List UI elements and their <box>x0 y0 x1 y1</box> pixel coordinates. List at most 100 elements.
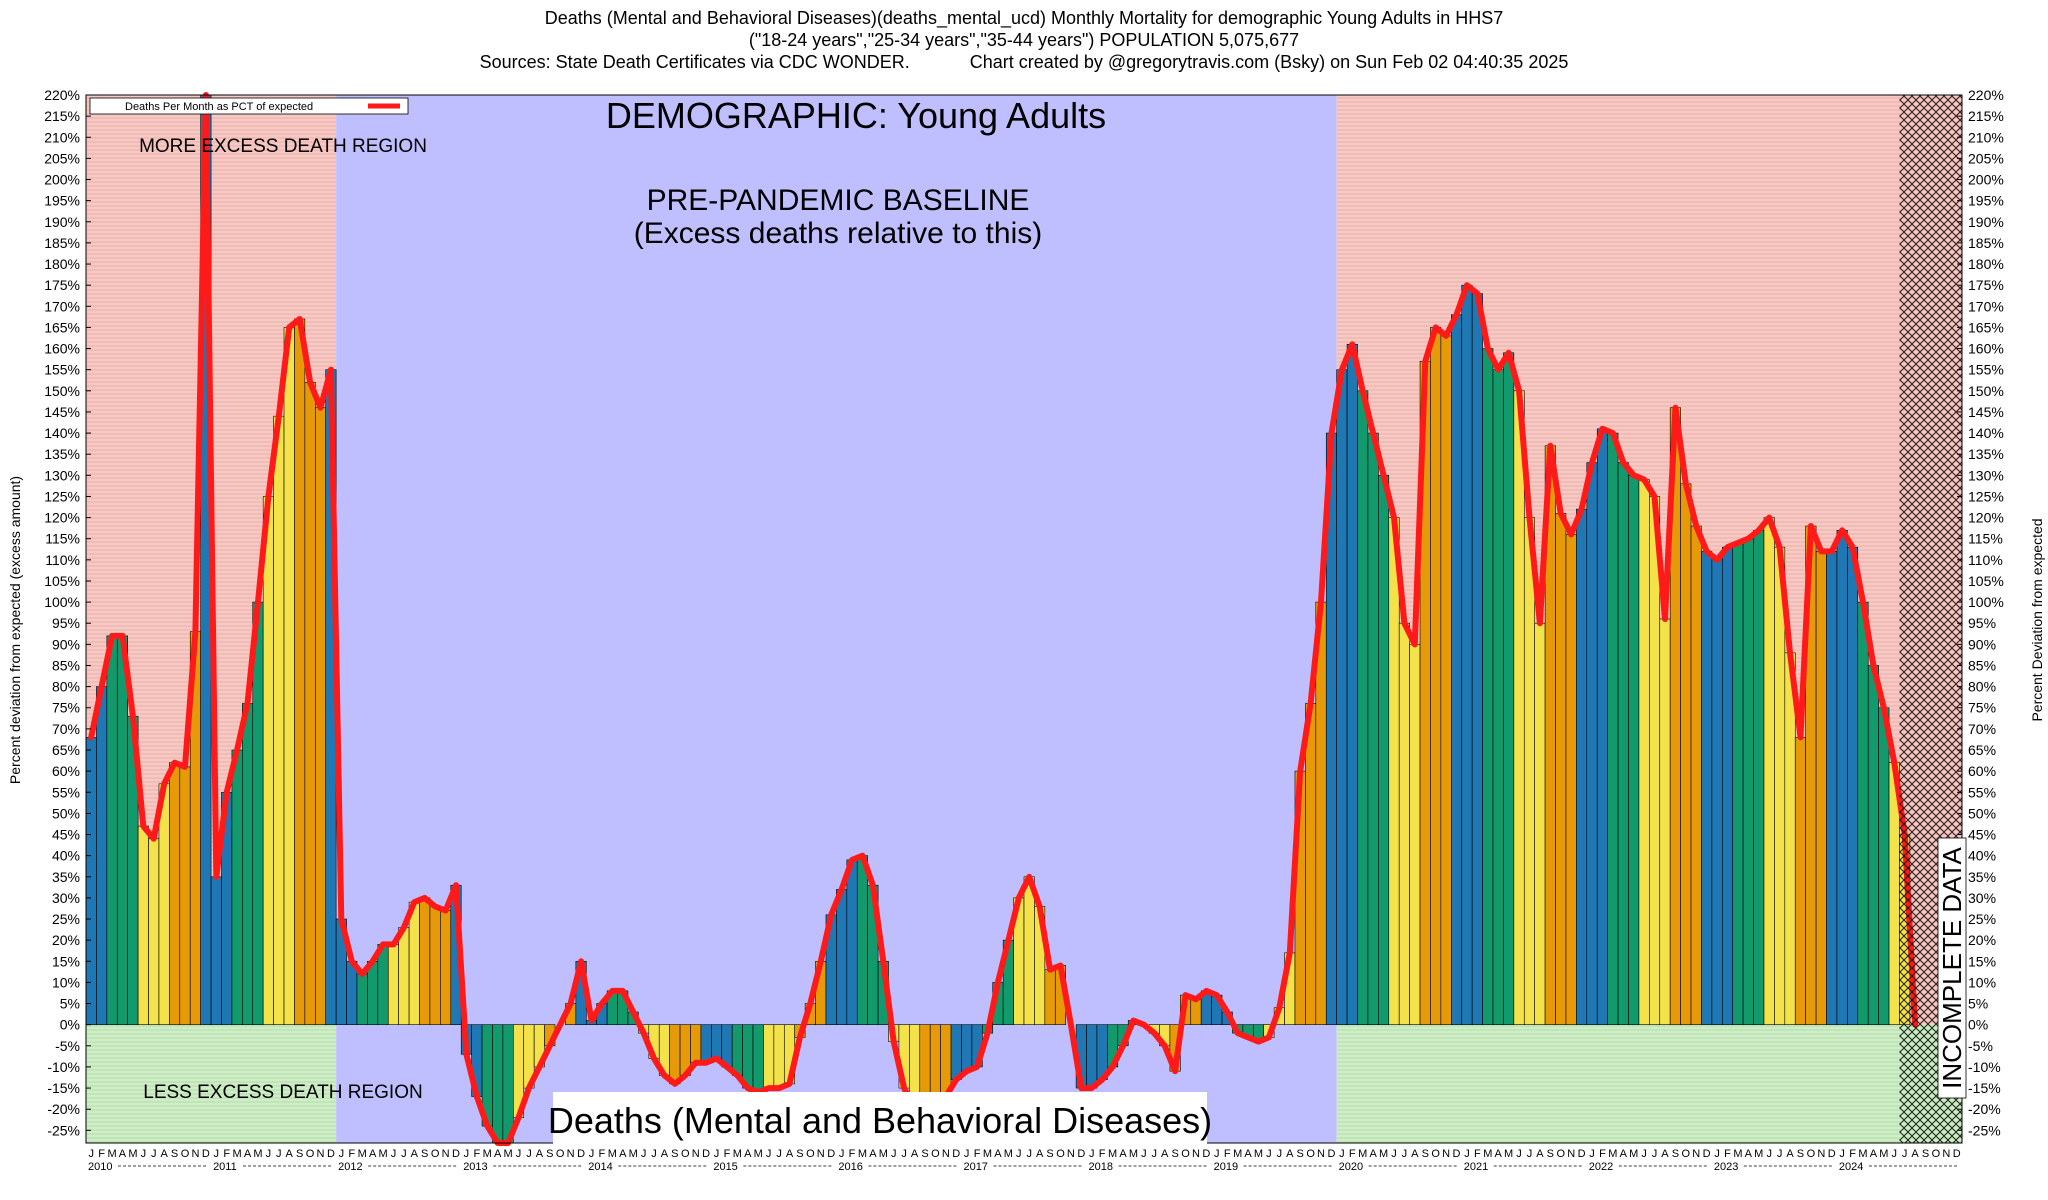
x-month-label: J <box>1464 1148 1470 1160</box>
tick-label-right: 195% <box>1968 193 2004 209</box>
bar-2022-10 <box>1680 483 1692 1025</box>
baseline-label: PRE-PANDEMIC BASELINE <box>647 184 1030 217</box>
x-month-label: F <box>849 1148 856 1160</box>
x-year-label: 2010 <box>88 1161 112 1173</box>
bar-2021-11 <box>1565 534 1577 1025</box>
x-month-label: S <box>1797 1148 1804 1160</box>
tick-label-right: 80% <box>1968 679 1996 695</box>
tick-label-right: 150% <box>1968 383 2004 399</box>
x-month-label: F <box>223 1148 230 1160</box>
x-month-label: A <box>661 1148 669 1160</box>
x-month-label: M <box>504 1148 513 1160</box>
chart-title-line-2: ("18-24 years","25-34 years","35-44 year… <box>748 30 1300 50</box>
x-month-label: A <box>1411 1148 1419 1160</box>
x-month-label: N <box>191 1148 199 1160</box>
x-month-label: M <box>1483 1148 1492 1160</box>
bar-2023-7 <box>1774 546 1786 1025</box>
bar-2012-2 <box>346 960 358 1025</box>
tick-label-right: 205% <box>1968 150 2004 166</box>
tick-label-left: 75% <box>52 700 80 716</box>
bar-2012-5 <box>377 944 389 1025</box>
bar-2011-9 <box>294 318 306 1025</box>
x-month-label: M <box>1379 1148 1388 1160</box>
x-month-label: A <box>1286 1148 1294 1160</box>
x-month-label: J <box>88 1148 94 1160</box>
bar-2021-12 <box>1576 508 1588 1025</box>
x-month-label: J <box>339 1148 345 1160</box>
bar-2020-1 <box>1336 369 1348 1025</box>
x-month-label: J <box>1277 1148 1283 1160</box>
tick-label-left: 50% <box>52 805 80 821</box>
x-month-label: O <box>1807 1148 1816 1160</box>
bar-2014-11 <box>690 1024 702 1064</box>
tick-label-right: 220% <box>1968 87 2004 103</box>
x-month-label: S <box>1297 1148 1304 1160</box>
tick-label-left: 70% <box>52 721 80 737</box>
bar-2012-9 <box>419 897 431 1025</box>
bar-2023-1 <box>1711 559 1723 1025</box>
bar-2013-5 <box>502 1024 514 1144</box>
bar-2023-8 <box>1784 652 1796 1025</box>
x-month-label: N <box>442 1148 450 1160</box>
bar-2010-9 <box>169 762 181 1025</box>
x-month-label: M <box>1858 1148 1867 1160</box>
x-month-label: J <box>1902 1148 1908 1160</box>
demographic-title: DEMOGRAPHIC: Young Adults <box>606 95 1106 136</box>
bar-2015-1 <box>711 1024 723 1059</box>
left-y-axis-title: Percent deviation from expected (excess … <box>7 476 23 784</box>
x-month-label: J <box>1589 1148 1595 1160</box>
x-month-label: A <box>1620 1148 1628 1160</box>
x-month-label: J <box>1026 1148 1032 1160</box>
bar-2010-7 <box>148 838 160 1025</box>
x-month-label: N <box>567 1148 575 1160</box>
bar-series <box>85 94 1911 1144</box>
tick-label-right: 100% <box>1968 594 2004 610</box>
x-month-label: F <box>1849 1148 1856 1160</box>
tick-label-left: -20% <box>47 1101 80 1117</box>
x-month-label: M <box>1108 1148 1117 1160</box>
x-month-label: S <box>546 1148 553 1160</box>
x-month-label: A <box>744 1148 752 1160</box>
x-month-label: O <box>1181 1148 1190 1160</box>
x-month-label: M <box>358 1148 367 1160</box>
x-month-label: A <box>244 1148 252 1160</box>
tick-label-left: 10% <box>52 974 80 990</box>
x-month-label: A <box>286 1148 294 1160</box>
x-month-label: J <box>401 1148 407 1160</box>
tick-label-left: 20% <box>52 932 80 948</box>
legend: Deaths Per Month as PCT of expected <box>89 97 409 115</box>
x-month-label: D <box>1828 1148 1836 1160</box>
tick-label-left: 105% <box>44 573 80 589</box>
x-month-label: A <box>369 1148 377 1160</box>
bottom-label-box <box>553 1092 1207 1144</box>
x-month-label: J <box>391 1148 397 1160</box>
bar-2012-7 <box>398 927 410 1025</box>
x-month-label: D <box>452 1148 460 1160</box>
bar-2010-8 <box>158 783 170 1025</box>
x-month-label: J <box>151 1148 157 1160</box>
tick-label-left: -25% <box>47 1122 80 1138</box>
x-month-label: M <box>233 1148 242 1160</box>
tick-label-right: 125% <box>1968 488 2004 504</box>
tick-label-right: 215% <box>1968 108 2004 124</box>
bar-2022-12 <box>1701 551 1713 1025</box>
bar-2020-3 <box>1357 390 1369 1025</box>
tick-label-right: 160% <box>1968 341 2004 357</box>
tick-label-left: 0% <box>60 1017 80 1033</box>
bar-2022-4 <box>1617 462 1629 1025</box>
x-month-label: J <box>589 1148 595 1160</box>
tick-label-left: 90% <box>52 636 80 652</box>
x-month-label: A <box>411 1148 419 1160</box>
x-month-label: M <box>733 1148 742 1160</box>
tick-label-right: 40% <box>1968 848 1996 864</box>
x-month-label: J <box>1839 1148 1845 1160</box>
bar-2010-1 <box>85 737 97 1025</box>
x-year-label: 2022 <box>1589 1161 1613 1173</box>
x-month-label: A <box>1870 1148 1878 1160</box>
less-region-post <box>1336 1024 1962 1143</box>
x-month-label: D <box>1077 1148 1085 1160</box>
bar-2010-2 <box>96 686 108 1025</box>
x-month-label: M <box>1358 1148 1367 1160</box>
x-month-label: D <box>1202 1148 1210 1160</box>
